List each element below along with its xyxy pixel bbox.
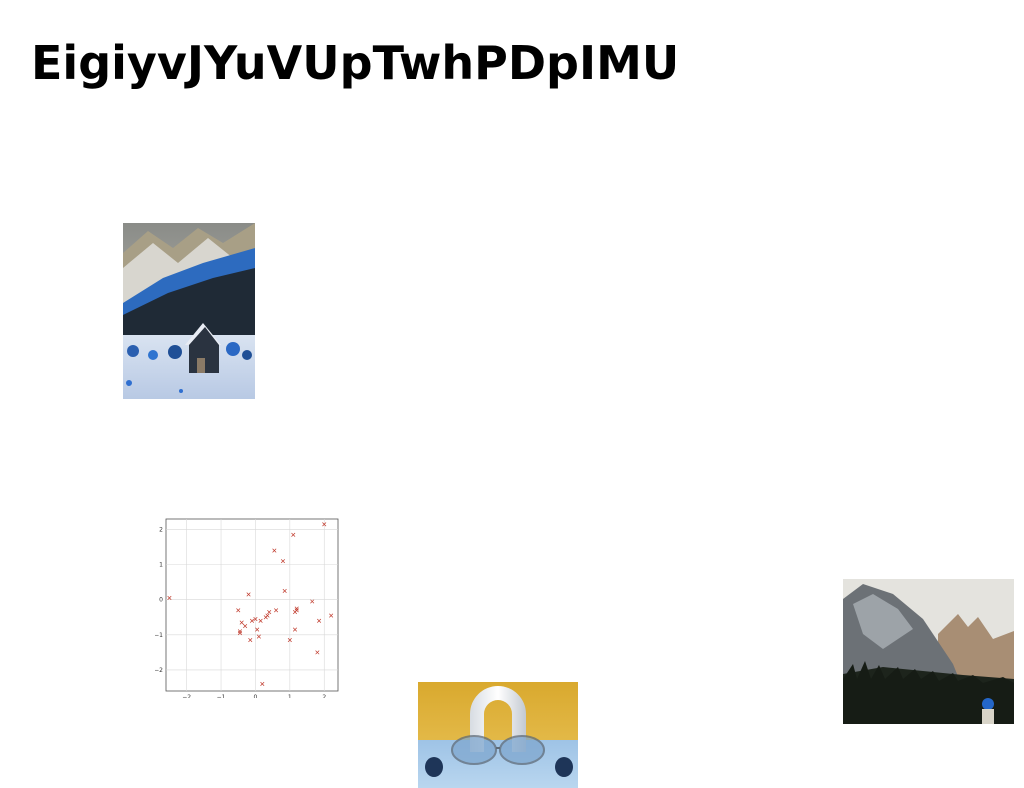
scatter-plot-image: −2 −1 0 1 2 2 1 0 −1 −2 — [155, 512, 345, 698]
scatter-point — [167, 595, 172, 601]
scatter-point — [274, 608, 279, 613]
scatter-point — [292, 627, 298, 632]
scatter-point — [282, 588, 287, 594]
scatter-point — [265, 613, 270, 618]
scatter-point — [287, 638, 292, 643]
scatter-point — [248, 638, 253, 643]
x-tick-label: 0 — [254, 694, 258, 698]
scatter-point — [237, 629, 243, 634]
page-title: EigiyvJYuVUpTwhPDpIMU — [31, 36, 680, 90]
scatter-point — [249, 618, 255, 623]
scatter-point — [236, 608, 241, 613]
scatter-point — [246, 592, 251, 597]
y-tick-label: 2 — [159, 527, 163, 534]
scatter-point — [255, 627, 260, 632]
scatter-point — [267, 609, 272, 615]
y-tick-label: −1 — [155, 632, 163, 639]
x-tick-label: 2 — [322, 694, 326, 698]
scatter-point — [256, 634, 261, 639]
x-tick-label: −1 — [217, 694, 226, 698]
scatter-point — [315, 650, 320, 655]
scatter-point — [258, 618, 263, 623]
scatter-point — [280, 559, 286, 564]
mountain-photo — [843, 579, 1014, 724]
cabin-photo — [123, 223, 255, 399]
x-tick-label: −2 — [182, 694, 191, 698]
scatter-point — [237, 631, 243, 636]
scatter-point — [294, 608, 299, 613]
y-tick-label: −2 — [155, 667, 163, 674]
scatter-point — [329, 613, 334, 618]
x-tick-label: 1 — [288, 694, 292, 698]
y-tick-label: 1 — [159, 562, 163, 569]
scatter-point — [322, 522, 327, 527]
glasses-photo — [418, 682, 578, 788]
scatter-point — [253, 616, 258, 622]
scatter-point — [291, 532, 296, 537]
plot-frame — [165, 518, 339, 692]
y-tick-label: 0 — [159, 597, 163, 604]
scatter-point — [239, 620, 244, 625]
scatter-point — [272, 548, 277, 553]
scatter-point — [243, 624, 248, 629]
scatter-point — [260, 681, 265, 687]
scatter-point — [310, 599, 315, 604]
scatter-point — [294, 606, 299, 611]
scatter-point — [317, 618, 322, 623]
